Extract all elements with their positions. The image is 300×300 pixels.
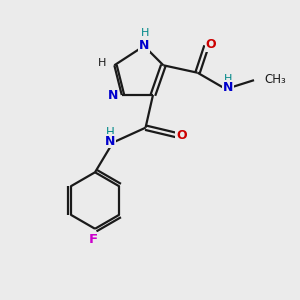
Text: H: H: [98, 58, 106, 68]
Text: N: N: [105, 135, 116, 148]
Text: N: N: [223, 81, 233, 94]
Text: H: H: [141, 28, 150, 38]
Text: O: O: [206, 38, 216, 51]
Text: H: H: [106, 126, 115, 139]
Text: H: H: [224, 74, 232, 84]
Text: CH₃: CH₃: [264, 73, 286, 86]
Text: N: N: [108, 88, 118, 101]
Text: F: F: [89, 233, 98, 246]
Text: O: O: [176, 129, 187, 142]
Text: N: N: [139, 40, 149, 52]
